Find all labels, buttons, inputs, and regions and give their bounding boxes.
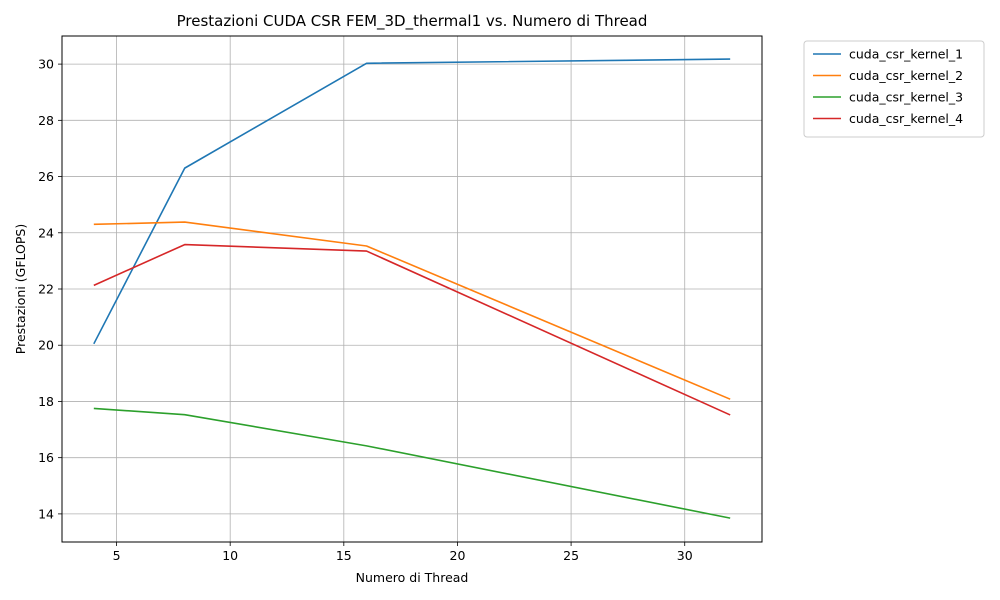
legend-label: cuda_csr_kernel_3 <box>849 90 963 105</box>
y-tick-label: 28 <box>38 113 54 128</box>
y-tick-label: 16 <box>38 450 54 465</box>
legend-label: cuda_csr_kernel_1 <box>849 47 963 62</box>
y-tick-label: 22 <box>38 282 54 297</box>
y-axis-ticks: 14 16 18 20 22 24 26 28 30 <box>38 57 62 521</box>
x-axis-ticks: 5 10 15 20 25 30 <box>113 542 693 563</box>
series-line-cuda-csr-kernel-2 <box>93 221 731 400</box>
y-tick-label: 20 <box>38 338 54 353</box>
legend-label: cuda_csr_kernel_2 <box>849 68 963 83</box>
series-line-cuda-csr-kernel-1 <box>93 58 731 345</box>
legend: cuda_csr_kernel_1 cuda_csr_kernel_2 cuda_c… <box>803 40 985 138</box>
series-line-cuda-csr-kernel-3 <box>93 407 731 519</box>
x-tick-label: 25 <box>563 548 579 563</box>
y-axis-title: Prestazioni (GFLOPS) <box>13 224 28 354</box>
x-tick-label: 30 <box>677 548 693 563</box>
y-tick-label: 14 <box>38 506 54 521</box>
y-tick-label: 18 <box>38 394 54 409</box>
series-lines <box>93 58 731 519</box>
series-line-cuda-csr-kernel-4 <box>93 243 731 416</box>
x-tick-label: 5 <box>113 548 121 563</box>
grid-lines <box>62 36 762 542</box>
x-tick-label: 20 <box>450 548 466 563</box>
legend-box <box>803 40 985 138</box>
x-axis-title: Numero di Thread <box>356 570 469 585</box>
x-tick-label: 10 <box>222 548 238 563</box>
y-tick-label: 24 <box>38 225 54 240</box>
y-tick-label: 30 <box>38 57 54 72</box>
x-tick-label: 15 <box>336 548 352 563</box>
y-tick-label: 26 <box>38 169 54 184</box>
chart-title: Prestazioni CUDA CSR FEM_3D_thermal1 vs.… <box>177 12 648 31</box>
legend-label: cuda_csr_kernel_4 <box>849 111 963 126</box>
